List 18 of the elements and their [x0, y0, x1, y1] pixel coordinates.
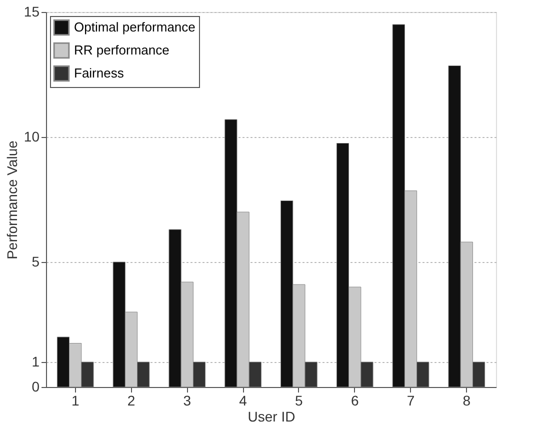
x-axis-title: User ID — [248, 408, 296, 424]
y-axis-title: Performance Value — [4, 140, 20, 260]
y-tick-label: 5 — [32, 254, 40, 270]
x-tick-label: 1 — [71, 392, 80, 408]
y-tick-label: 15 — [24, 4, 40, 20]
x-tick-label: 5 — [295, 392, 304, 408]
x-tick-label: 8 — [462, 392, 471, 408]
y-tick-label: 0 — [32, 378, 40, 394]
x-tick-label: 7 — [406, 392, 415, 408]
legend-label: Fairness — [74, 66, 124, 80]
y-tick-label: 10 — [24, 128, 40, 144]
legend-label: RR performance — [74, 42, 170, 58]
legend-label: Optimal performance — [74, 20, 196, 34]
x-tick-label: 4 — [239, 392, 248, 408]
x-tick-label: 3 — [183, 392, 192, 408]
y-tick-label: 1 — [32, 354, 40, 370]
x-tick-label: 2 — [127, 392, 136, 408]
x-tick-label: 6 — [350, 392, 359, 408]
